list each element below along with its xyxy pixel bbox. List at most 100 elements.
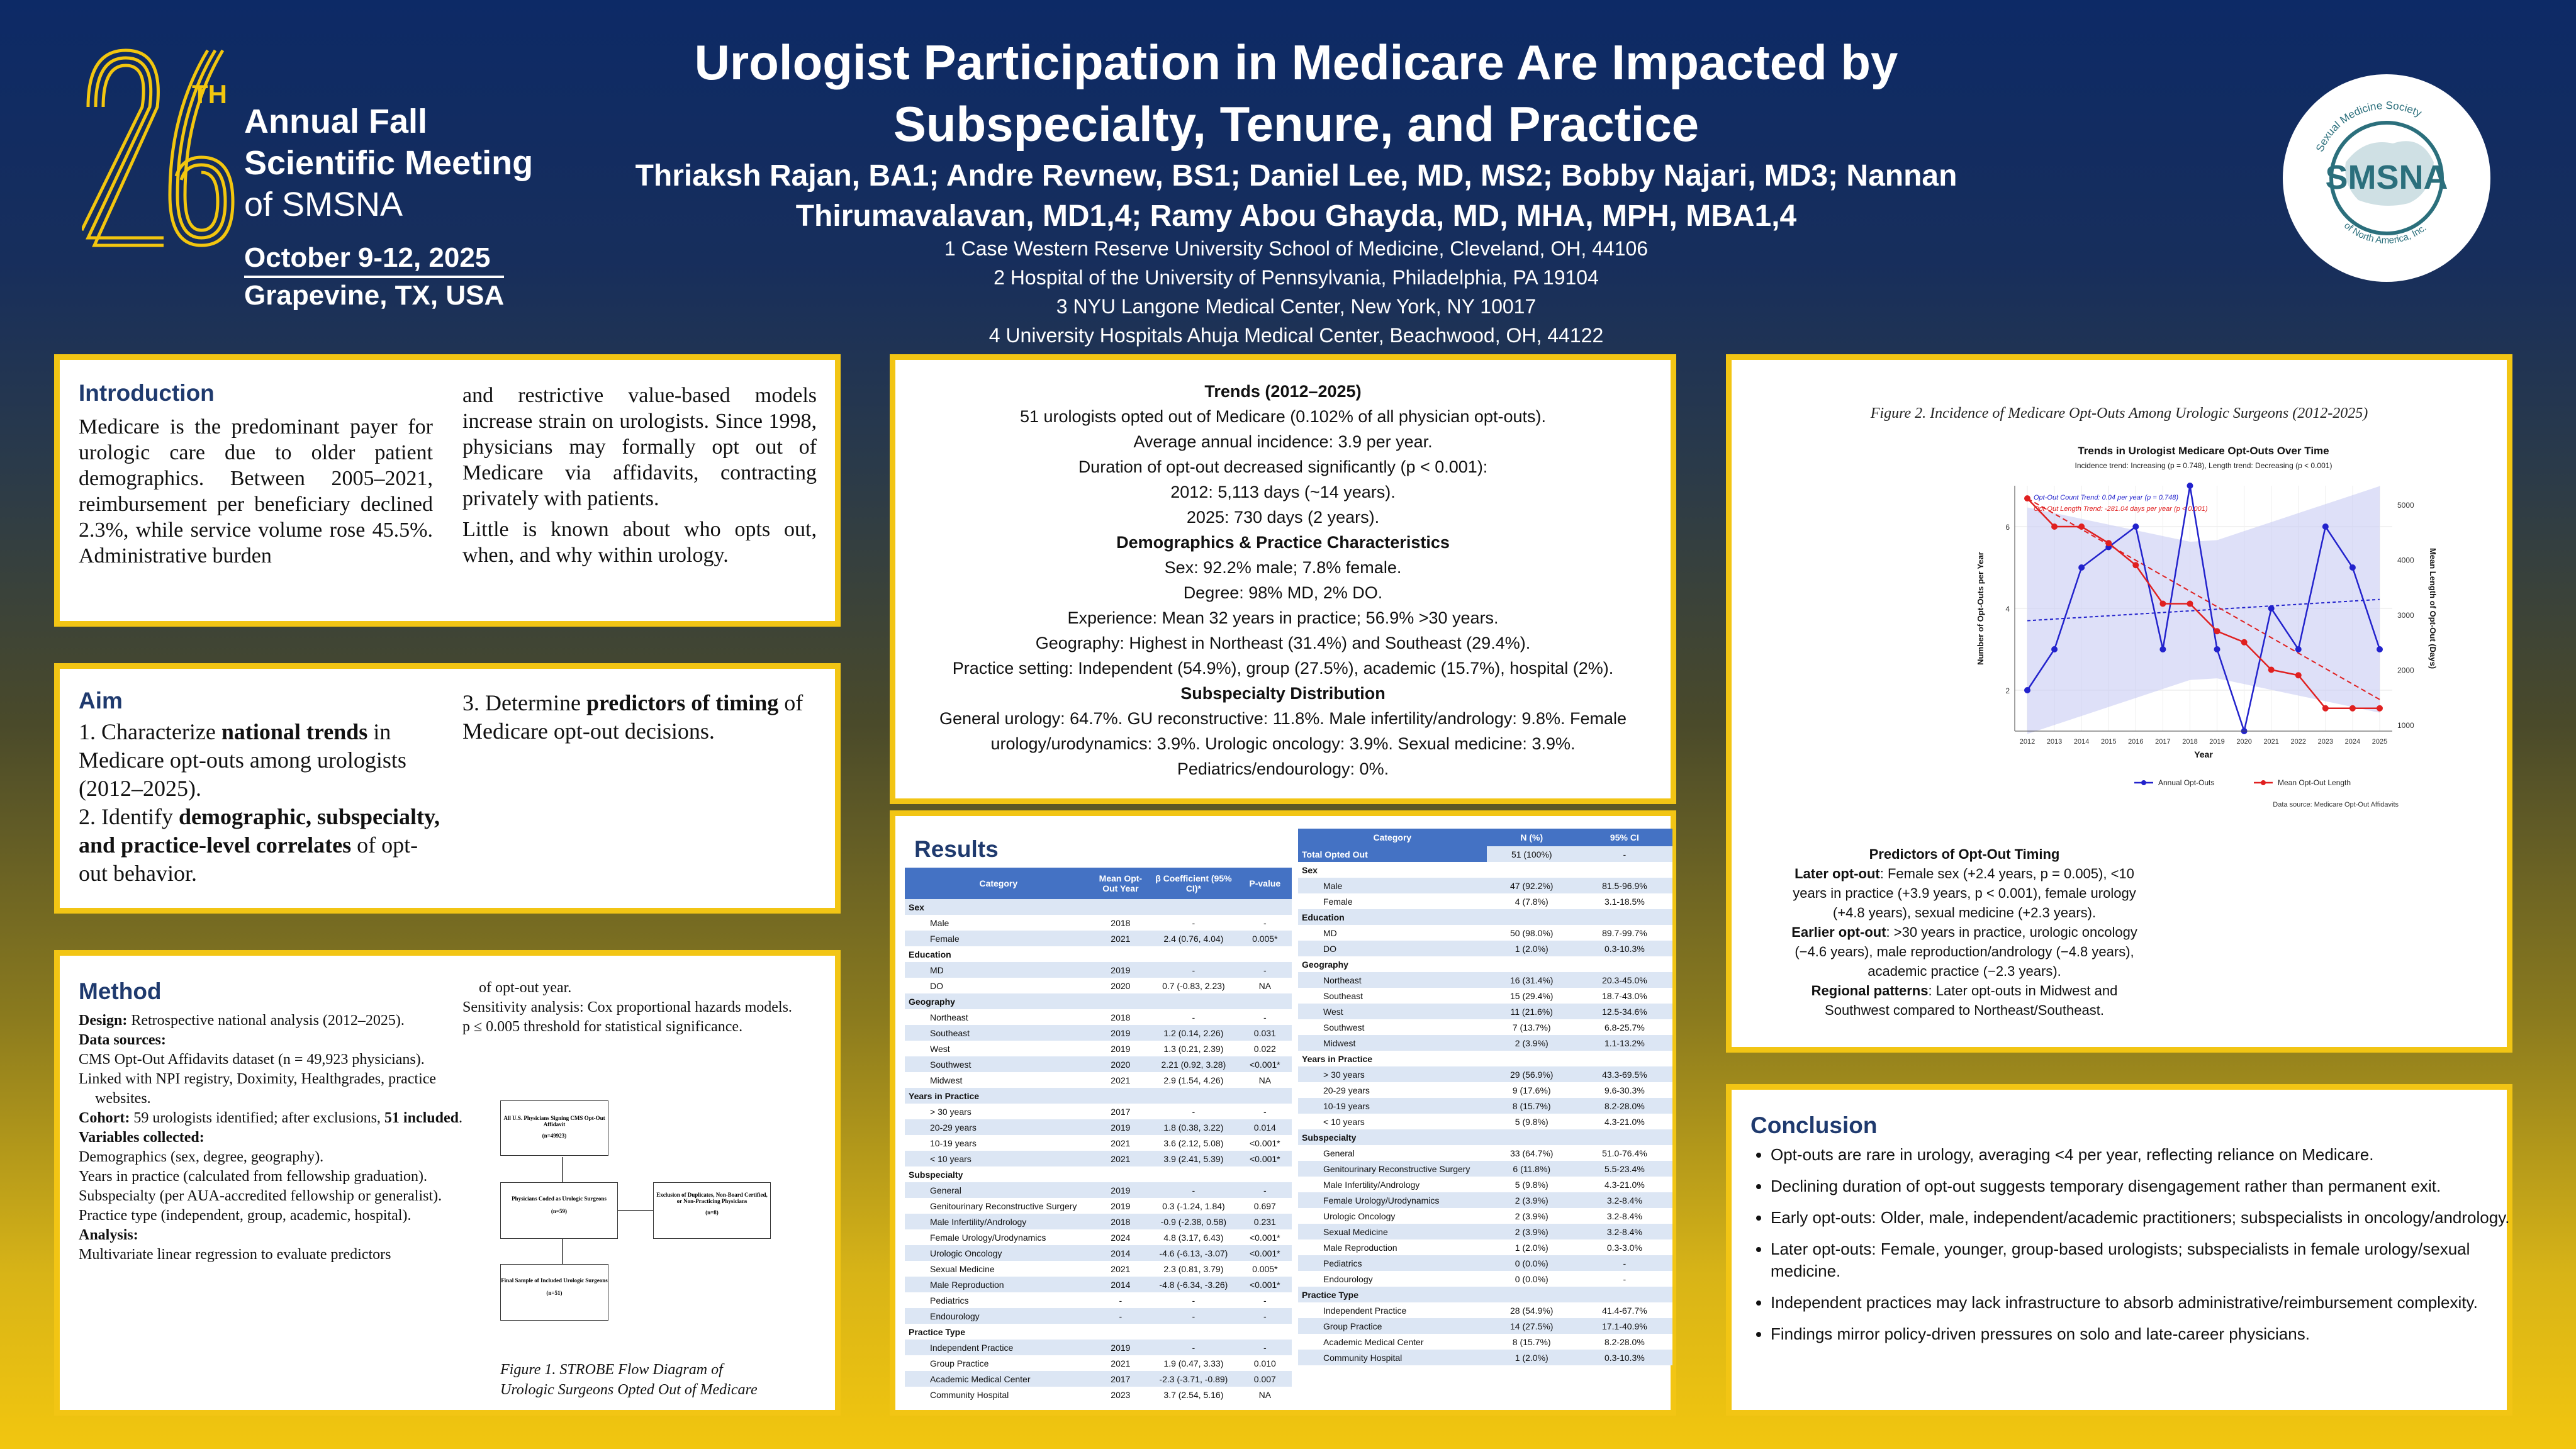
table-cell: 1.2 (0.14, 2.26) xyxy=(1149,1025,1238,1041)
table-cell: - xyxy=(1149,1340,1238,1355)
table-cell: 1 (2.0%) xyxy=(1486,941,1577,956)
table-row: Midwest 2 (3.9%) 1.1-13.2% xyxy=(1298,1035,1672,1051)
row-label: 10-19 years xyxy=(905,1135,1092,1151)
table-cell: 2018 xyxy=(1092,1214,1150,1229)
table-cell: 2017 xyxy=(1092,1371,1150,1387)
table-cell: 0.3-10.3% xyxy=(1576,1350,1672,1365)
table-cell: 6.8-25.7% xyxy=(1576,1019,1672,1035)
table-row: Geography xyxy=(1298,956,1672,972)
table-row: Practice Type xyxy=(905,1324,1292,1340)
row-label: MD xyxy=(905,962,1092,978)
row-label: MD xyxy=(1298,925,1487,941)
table-row: Academic Medical Center 2017 -2.3 (-3.71, … xyxy=(905,1371,1292,1387)
table-cell: - xyxy=(1092,1292,1150,1308)
table-row: Female Urology/Urodynamics 2024 4.8 (3.17,… xyxy=(905,1229,1292,1245)
legend-label: Annual Opt-Outs xyxy=(2158,778,2214,787)
table-cell: NA xyxy=(1238,978,1292,993)
series-2-point xyxy=(2051,523,2058,530)
table-cell: 7 (13.7%) xyxy=(1486,1019,1577,1035)
table-cell: 2019 xyxy=(1092,1025,1150,1041)
table-row: > 30 years 29 (56.9%) 43.3-69.5% xyxy=(1298,1066,1672,1082)
table-cell: <0.001* xyxy=(1238,1229,1292,1245)
table-cell: 4.3-21.0% xyxy=(1576,1114,1672,1129)
table-row: Male Infertility/Andrology 2018 -0.9 (-2.3… xyxy=(905,1214,1292,1229)
table-cell: 5 (9.8%) xyxy=(1486,1177,1577,1192)
table-row: 20-29 years 9 (17.6%) 9.6-30.3% xyxy=(1298,1082,1672,1098)
table-row: Male 47 (92.2%) 81.5-96.9% xyxy=(1298,878,1672,893)
row-label: Male Infertility/Andrology xyxy=(1298,1177,1487,1192)
table-row: West 11 (21.6%) 12.5-34.6% xyxy=(1298,1004,1672,1019)
table-row: Years in Practice xyxy=(1298,1051,1672,1066)
row-label: DO xyxy=(1298,941,1487,956)
table-cell: 0.3-10.3% xyxy=(1576,941,1672,956)
table-cell: 2019 xyxy=(1092,962,1150,978)
table-cell: 12.5-34.6% xyxy=(1576,1004,1672,1019)
table-cell: 0.005* xyxy=(1238,931,1292,946)
column-header: Category xyxy=(905,868,1092,899)
table-row: Female Urology/Urodynamics 2 (3.9%) 3.2-8.… xyxy=(1298,1192,1672,1208)
table-cell: -0.9 (-2.38, 0.58) xyxy=(1149,1214,1238,1229)
table-cell: 0.3-3.0% xyxy=(1576,1239,1672,1255)
column-header: N (%) xyxy=(1486,829,1577,846)
table-row: Southeast 15 (29.4%) 18.7-43.0% xyxy=(1298,988,1672,1004)
table-row: Community Hospital 2023 3.7 (2.54, 5.16) NA xyxy=(905,1387,1292,1402)
section-label: Education xyxy=(905,946,1292,962)
column-header: P-value xyxy=(1238,868,1292,899)
table-cell: 2017 xyxy=(1092,1104,1150,1119)
table-cell: - xyxy=(1576,1255,1672,1271)
table-cell: 0 (0.0%) xyxy=(1486,1255,1577,1271)
table-cell: 0.7 (-0.83, 2.23) xyxy=(1149,978,1238,993)
table-cell: - xyxy=(1576,1271,1672,1287)
table-cell: 1 (2.0%) xyxy=(1486,1350,1577,1365)
table-row: 10-19 years 2021 3.6 (2.12, 5.08) <0.001* xyxy=(905,1135,1292,1151)
series-2-point xyxy=(2268,666,2275,673)
row-label: Female xyxy=(1298,893,1487,909)
series-1-point xyxy=(2159,646,2166,652)
y-tick-label: 2 xyxy=(2005,686,2010,695)
row-label: Male Reproduction xyxy=(1298,1239,1487,1255)
table-cell: 3.9 (2.41, 5.39) xyxy=(1149,1151,1238,1166)
meeting-number-suffix: TH xyxy=(192,79,227,109)
table-cell: - xyxy=(1149,1104,1238,1119)
introduction-panel: Introduction Medicare is the predominant… xyxy=(54,354,841,627)
table-row: Southwest 2020 2.21 (0.92, 3.28) <0.001* xyxy=(905,1056,1292,1072)
table-cell: <0.001* xyxy=(1238,1056,1292,1072)
series-2-point xyxy=(2349,705,2356,712)
x-tick-label: 2022 xyxy=(2291,738,2306,746)
section-label: Sex xyxy=(905,899,1292,915)
table-row: General 2019- - xyxy=(905,1182,1292,1198)
table-row: West 2019 1.3 (0.21, 2.39) 0.022 xyxy=(905,1041,1292,1056)
table-cell: - xyxy=(1149,915,1238,931)
x-tick-label: 2015 xyxy=(2101,738,2116,746)
table-cell: 3.2-8.4% xyxy=(1576,1192,1672,1208)
table-row: MD 50 (98.0%) 89.7-99.7% xyxy=(1298,925,1672,941)
row-label: Genitourinary Reconstructive Surgery xyxy=(1298,1161,1487,1177)
section-label: Sex xyxy=(1298,862,1672,878)
table-cell: 51 (100%) xyxy=(1486,846,1577,862)
count-trend-annotation: Opt-Out Count Trend: 0.04 per year (p = … xyxy=(2034,494,2178,501)
introduction-heading: Introduction xyxy=(79,380,215,406)
row-label: Female Urology/Urodynamics xyxy=(905,1229,1092,1245)
table-cell: - xyxy=(1149,962,1238,978)
x-tick-label: 2024 xyxy=(2345,738,2360,746)
table-cell: - xyxy=(1238,1009,1292,1025)
table-cell: 3.6 (2.12, 5.08) xyxy=(1149,1135,1238,1151)
y2-tick-label: 1000 xyxy=(2397,721,2414,730)
table-cell: 1.9 (0.47, 3.33) xyxy=(1149,1355,1238,1371)
table-row: Female 4 (7.8%) 3.1-18.5% xyxy=(1298,893,1672,909)
table-cell: NA xyxy=(1238,1387,1292,1402)
table-cell: 33 (64.7%) xyxy=(1486,1145,1577,1161)
row-label: Community Hospital xyxy=(905,1387,1092,1402)
strobe-flow-diagram: All U.S. Physicians Signing CMS Opt-Out … xyxy=(500,1097,834,1324)
table-cell: 0.007 xyxy=(1238,1371,1292,1387)
table-cell: 2.21 (0.92, 3.28) xyxy=(1149,1056,1238,1072)
table-cell: 0.697 xyxy=(1238,1198,1292,1214)
table-cell: <0.001* xyxy=(1238,1277,1292,1292)
series-2-point xyxy=(2241,639,2248,646)
table-row: Urologic Oncology 2 (3.9%) 3.2-8.4% xyxy=(1298,1208,1672,1224)
series-1-point xyxy=(2322,523,2329,530)
table-cell: 2019 xyxy=(1092,1041,1150,1056)
table-cell: - xyxy=(1149,1292,1238,1308)
table-cell: 5.5-23.4% xyxy=(1576,1161,1672,1177)
section-label: Subspecialty xyxy=(905,1166,1292,1182)
